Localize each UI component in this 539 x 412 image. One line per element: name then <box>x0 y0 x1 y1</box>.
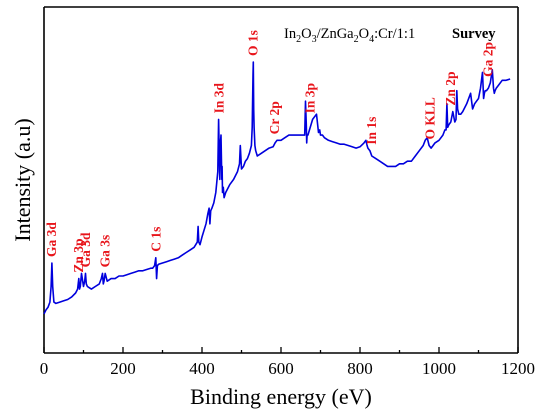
x-tick-label: 400 <box>189 359 215 378</box>
series-layer <box>43 61 511 315</box>
chart-title-part: O <box>301 26 311 42</box>
plot-frame <box>43 6 519 354</box>
chart-title: In2O3/ZnGa2O4:Cr/1:1 <box>284 26 415 45</box>
peak-label: C 1s <box>149 227 164 252</box>
chart-title-part: 3 <box>312 34 317 45</box>
x-tick-label: 200 <box>110 359 136 378</box>
peak-label: Ga 3d <box>44 222 59 257</box>
peak-label: O KLL <box>422 97 437 139</box>
peak-label: Zn 3p <box>71 238 86 272</box>
chart-title-part: 2 <box>296 34 301 45</box>
peak-label: Ga 2p <box>480 42 495 77</box>
y-axis-label: Intensity (a.u) <box>10 118 35 241</box>
chart-subtitle: Survey <box>452 26 496 42</box>
peak-label: In 3p <box>303 83 318 113</box>
x-axis-ticks: 0 200 400 600 800 1000 1200 <box>40 347 535 378</box>
peak-label: O 1s <box>246 30 261 56</box>
peak-label: Cr 2p <box>267 101 282 134</box>
chart-title-part: In <box>284 26 297 42</box>
peak-label: In 3d <box>211 83 226 114</box>
x-tick-label: 0 <box>40 359 49 378</box>
peak-label: In 1s <box>364 117 379 145</box>
x-axis-label: Binding energy (eV) <box>190 384 372 409</box>
x-tick-label: 600 <box>268 359 294 378</box>
peak-label: Ga 3s <box>98 235 113 268</box>
xps-survey-line <box>43 61 511 315</box>
x-tick-label: 1000 <box>422 359 456 378</box>
x-tick-label: 1200 <box>501 359 535 378</box>
chart-title-part: :Cr/1:1 <box>374 26 415 42</box>
peak-label: Ga 3d <box>78 232 93 267</box>
chart-title-part: 2 <box>354 34 359 45</box>
chart-title-part: O <box>359 26 369 42</box>
x-tick-label: 800 <box>347 359 373 378</box>
peak-label: Zn 2p <box>443 71 458 105</box>
chart-title-part: /ZnGa <box>317 26 355 42</box>
chart-title-part: 4 <box>369 34 374 45</box>
